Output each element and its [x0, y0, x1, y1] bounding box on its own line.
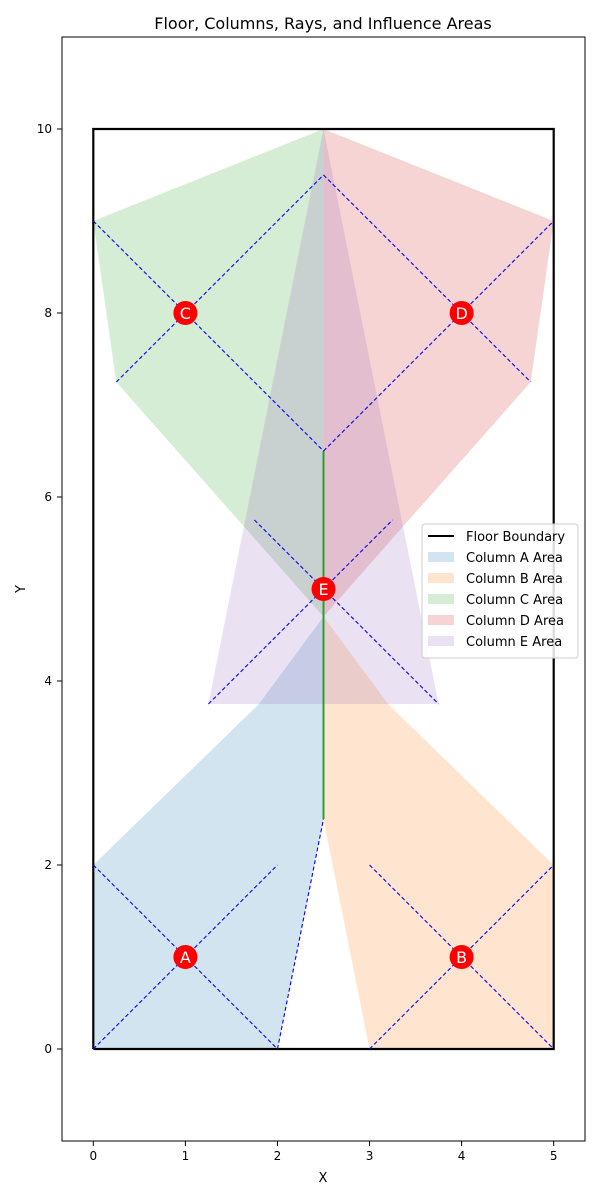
area-column-d — [323, 129, 554, 617]
column-label-c: C — [180, 304, 191, 323]
x-tick-label-2: 2 — [274, 1149, 282, 1163]
y-tick-label-6: 6 — [44, 490, 52, 504]
legend-box — [421, 523, 579, 659]
area-column-a — [93, 616, 324, 1049]
area-column-c — [93, 129, 324, 617]
ray-6 — [323, 174, 532, 383]
x-tick-label-1: 1 — [182, 1149, 190, 1163]
legend-swatch-2 — [428, 573, 454, 583]
chart-title: Floor, Columns, Rays, and Influence Area… — [154, 14, 491, 33]
column-marker-c — [173, 301, 198, 325]
legend: Floor Boundary Column A Area Column B Area… — [421, 523, 579, 659]
x-tick-label-0: 0 — [89, 1149, 97, 1163]
y-tick-label-8: 8 — [44, 306, 52, 320]
y-axis-label: Y — [14, 585, 29, 594]
legend-swatch-1 — [428, 552, 454, 562]
column-label-d: D — [455, 304, 467, 323]
legend-swatch-5 — [428, 636, 454, 646]
ray-9 — [208, 519, 393, 705]
legend-label-4: Column D Area — [466, 614, 564, 629]
column-marker-e — [311, 577, 336, 601]
x-axis-label: X — [319, 1171, 328, 1186]
legend-label-3: Column C Area — [466, 593, 563, 608]
x-tick-label-3: 3 — [366, 1149, 374, 1163]
ray-4 — [92, 220, 324, 452]
axes-frame — [61, 36, 586, 1142]
ray-8 — [254, 519, 439, 705]
legend-label-1: Column A Area — [466, 551, 563, 566]
column-marker-d — [449, 301, 474, 325]
y-tick-label-2: 2 — [44, 858, 52, 872]
ray-5 — [115, 174, 324, 383]
x-tick-label-4: 4 — [458, 1149, 466, 1163]
legend-swatch-3 — [428, 594, 454, 604]
area-column-e — [208, 129, 439, 704]
column-marker-a — [173, 945, 198, 969]
floor-boundary — [92, 127, 555, 1051]
ticks: 0 1 2 3 4 5 0 2 4 6 8 10 — [37, 122, 558, 1163]
legend-label-5: Column E Area — [466, 635, 562, 650]
column-label-e: E — [318, 580, 328, 599]
legend-label-0: Floor Boundary — [466, 530, 565, 545]
ray-10 — [276, 818, 325, 1050]
area-column-b — [323, 616, 554, 1049]
ray-7 — [323, 220, 555, 452]
column-marker-b — [449, 945, 474, 969]
legend-swatch-4 — [428, 615, 454, 625]
column-label-b: B — [456, 948, 467, 967]
plot-area: A B C D E — [92, 127, 555, 1051]
y-tick-label-4: 4 — [44, 674, 52, 688]
y-tick-label-10: 10 — [37, 122, 52, 136]
x-tick-label-5: 5 — [550, 1149, 558, 1163]
y-tick-label-0: 0 — [44, 1042, 52, 1056]
legend-label-2: Column B Area — [466, 572, 563, 587]
column-label-a: A — [180, 948, 191, 967]
